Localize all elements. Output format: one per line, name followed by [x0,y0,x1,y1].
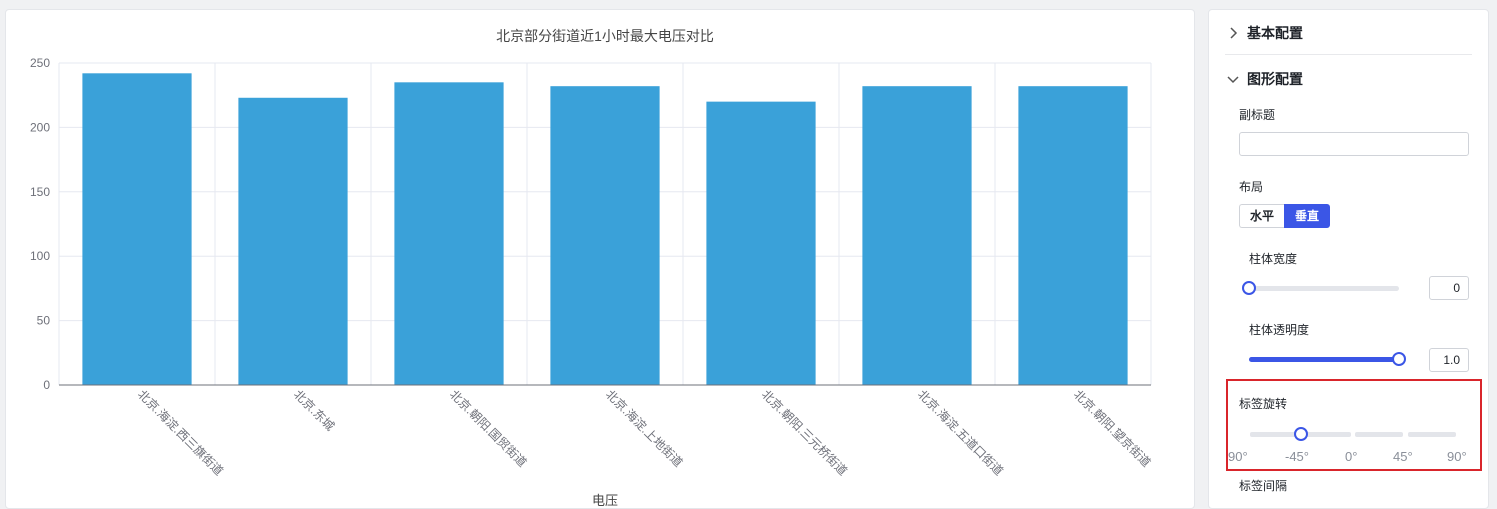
label-rotate-highlight: 标签旋转 90° -45° 0° 45° 90° [1226,379,1482,471]
chevron-down-icon [1227,76,1239,84]
basic-config-title: 基本配置 [1247,25,1303,41]
rotate-mark: 45° [1393,449,1413,464]
bar [550,86,660,386]
x-tick-label: 北京.东城 [291,387,337,433]
graph-config-header[interactable]: 图形配置 [1225,69,1303,89]
y-tick-label: 200 [30,120,50,134]
rotate-track-segment[interactable] [1355,432,1403,437]
bar [862,86,972,386]
rotate-mark: 90° [1228,449,1248,464]
bar-width-label: 柱体宽度 [1249,252,1298,266]
config-panel: 基本配置 图形配置 副标题 布局 水平 垂直 柱体宽度 0 柱体透明度 1.0 … [1208,9,1489,509]
bar [394,82,504,385]
bar [238,97,348,385]
x-tick-label: 北京.海淀.西三旗街道 [135,387,227,479]
bar [706,101,816,385]
bar-opacity-fill [1249,357,1399,362]
label-interval-label: 标签间隔 [1239,479,1288,493]
x-tick-label: 北京.海淀.上地街道 [603,387,686,470]
rotate-mark: -45° [1285,449,1309,464]
bar [1018,86,1128,386]
y-tick-label: 250 [30,56,50,70]
section-divider [1225,54,1472,55]
label-rotate-thumb[interactable] [1294,427,1308,441]
bar-width-thumb[interactable] [1242,281,1256,295]
x-tick-label: 北京.朝阳.国贸街道 [447,387,529,469]
bar-opacity-input[interactable]: 1.0 [1429,348,1469,372]
x-tick-label: 北京.朝阳.三元桥街道 [759,387,850,478]
bar-opacity-thumb[interactable] [1392,352,1406,366]
layout-vertical-button[interactable]: 垂直 [1284,204,1331,228]
rotate-track-segment[interactable] [1408,432,1456,437]
subtitle-label: 副标题 [1239,108,1276,122]
rotate-mark: 0° [1345,449,1358,464]
chevron-right-icon [1230,27,1238,39]
subtitle-input[interactable] [1239,132,1469,156]
y-tick-label: 150 [30,185,50,199]
rotate-mark: 90° [1447,449,1467,464]
bar-opacity-slider[interactable] [1249,352,1406,366]
layout-label: 布局 [1239,180,1264,194]
y-tick-label: 50 [37,314,51,328]
label-rotate-label: 标签旋转 [1239,397,1288,411]
basic-config-header[interactable]: 基本配置 [1225,23,1303,43]
graph-config-title: 图形配置 [1247,71,1303,87]
layout-toggle: 水平 垂直 [1239,204,1331,228]
bar-width-input[interactable]: 0 [1429,276,1469,300]
bar-chart: 北京部分街道近1小时最大电压对比 0 50 100 150 200 250 北京.海淀.西三旗… [30,28,1153,508]
chart-panel: 北京部分街道近1小时最大电压对比 0 50 100 150 200 250 北京.海淀.西三旗… [5,9,1195,509]
y-tick-label: 0 [43,378,50,392]
x-tick-label: 北京.朝阳.望京街道 [1071,387,1153,469]
layout-horizontal-button[interactable]: 水平 [1239,204,1285,228]
bar [82,73,192,385]
bar-width-slider[interactable] [1242,281,1399,295]
y-tick-label: 100 [30,249,50,263]
bar-opacity-label: 柱体透明度 [1249,323,1310,337]
x-axis-title: 电压 [592,493,618,508]
chart-title: 北京部分街道近1小时最大电压对比 [496,28,714,44]
x-tick-label: 北京.海淀.五道口街道 [915,387,1007,479]
